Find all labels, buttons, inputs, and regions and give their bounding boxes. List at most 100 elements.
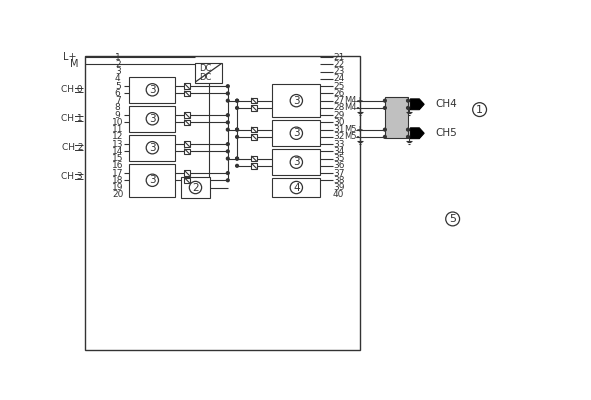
Text: 3: 3 <box>149 114 155 124</box>
Circle shape <box>407 128 410 131</box>
Circle shape <box>290 127 303 139</box>
Text: 38: 38 <box>333 176 345 185</box>
Bar <box>251 98 256 103</box>
Circle shape <box>384 136 387 138</box>
Text: 34: 34 <box>333 147 345 156</box>
Text: 39: 39 <box>333 183 345 192</box>
Text: CH5: CH5 <box>435 128 457 138</box>
Text: 15: 15 <box>112 154 124 163</box>
Text: 10: 10 <box>112 118 124 127</box>
Bar <box>251 134 256 140</box>
Circle shape <box>146 142 158 154</box>
Bar <box>272 178 320 197</box>
Circle shape <box>236 157 238 160</box>
Text: 31: 31 <box>333 125 345 134</box>
Text: 32: 32 <box>333 132 345 141</box>
Text: 23: 23 <box>333 67 345 76</box>
Bar <box>251 156 256 161</box>
Text: 20: 20 <box>112 190 124 199</box>
Bar <box>184 170 190 176</box>
Text: CH 0: CH 0 <box>61 85 83 94</box>
Circle shape <box>236 128 238 131</box>
Circle shape <box>236 99 238 102</box>
Text: 3: 3 <box>293 96 300 106</box>
Circle shape <box>290 181 303 194</box>
Bar <box>184 112 190 118</box>
Text: 22: 22 <box>333 60 345 69</box>
Bar <box>129 106 176 132</box>
Text: 14: 14 <box>112 147 124 156</box>
Text: 25: 25 <box>333 82 345 91</box>
Circle shape <box>236 99 238 102</box>
Text: 35: 35 <box>333 154 345 163</box>
Bar <box>184 149 190 154</box>
Text: 3: 3 <box>293 128 300 138</box>
Bar <box>181 177 210 198</box>
Circle shape <box>226 150 229 153</box>
Circle shape <box>407 99 410 102</box>
Bar <box>251 105 256 111</box>
Text: 5: 5 <box>449 214 456 224</box>
Text: 2: 2 <box>115 60 121 69</box>
Text: 8: 8 <box>115 104 121 112</box>
Text: 2: 2 <box>192 182 199 192</box>
Text: 7: 7 <box>115 96 121 105</box>
Bar <box>184 84 190 89</box>
Text: 18: 18 <box>112 176 124 185</box>
Circle shape <box>236 157 238 160</box>
Bar <box>272 84 320 117</box>
Circle shape <box>290 156 303 168</box>
Bar <box>184 142 190 147</box>
Bar <box>85 56 361 350</box>
Text: 24: 24 <box>333 74 345 84</box>
Circle shape <box>226 85 229 88</box>
Text: M4+: M4+ <box>344 96 363 105</box>
Bar <box>129 77 176 103</box>
Text: CH 1: CH 1 <box>61 114 83 123</box>
Circle shape <box>226 99 229 102</box>
Circle shape <box>473 103 486 116</box>
Circle shape <box>407 106 410 109</box>
Circle shape <box>236 136 238 138</box>
Text: 3: 3 <box>149 85 155 95</box>
Text: 27: 27 <box>333 96 345 105</box>
Circle shape <box>384 99 387 102</box>
Text: 17: 17 <box>112 168 124 178</box>
Circle shape <box>236 128 238 131</box>
Circle shape <box>446 212 460 226</box>
Bar <box>184 91 190 96</box>
Text: 1: 1 <box>476 105 483 115</box>
Text: M5+: M5+ <box>344 125 363 134</box>
Text: 33: 33 <box>333 140 345 148</box>
Circle shape <box>236 106 238 109</box>
Bar <box>129 135 176 161</box>
Circle shape <box>226 121 229 124</box>
Text: 13: 13 <box>112 140 124 148</box>
Text: DC: DC <box>199 73 212 82</box>
Text: 12: 12 <box>112 132 124 141</box>
Bar <box>129 164 176 197</box>
Text: 6: 6 <box>115 89 121 98</box>
Circle shape <box>226 92 229 95</box>
Text: M5-: M5- <box>344 132 359 141</box>
Text: 11: 11 <box>112 125 124 134</box>
Text: 3: 3 <box>149 143 155 153</box>
Text: M: M <box>70 60 79 70</box>
Circle shape <box>146 84 158 96</box>
Circle shape <box>226 143 229 146</box>
Text: 4: 4 <box>293 182 300 192</box>
Bar <box>194 63 222 83</box>
Text: 30: 30 <box>333 118 345 127</box>
Text: 29: 29 <box>333 111 345 120</box>
Text: 21: 21 <box>333 53 345 62</box>
Text: CH4: CH4 <box>435 99 457 109</box>
Text: 37: 37 <box>333 168 345 178</box>
Circle shape <box>226 114 229 116</box>
Bar <box>184 178 190 183</box>
Text: 3: 3 <box>293 157 300 167</box>
Text: 36: 36 <box>333 161 345 170</box>
Circle shape <box>384 106 387 109</box>
Text: 3: 3 <box>149 175 155 185</box>
Bar <box>385 97 408 138</box>
Text: 9: 9 <box>115 111 121 120</box>
